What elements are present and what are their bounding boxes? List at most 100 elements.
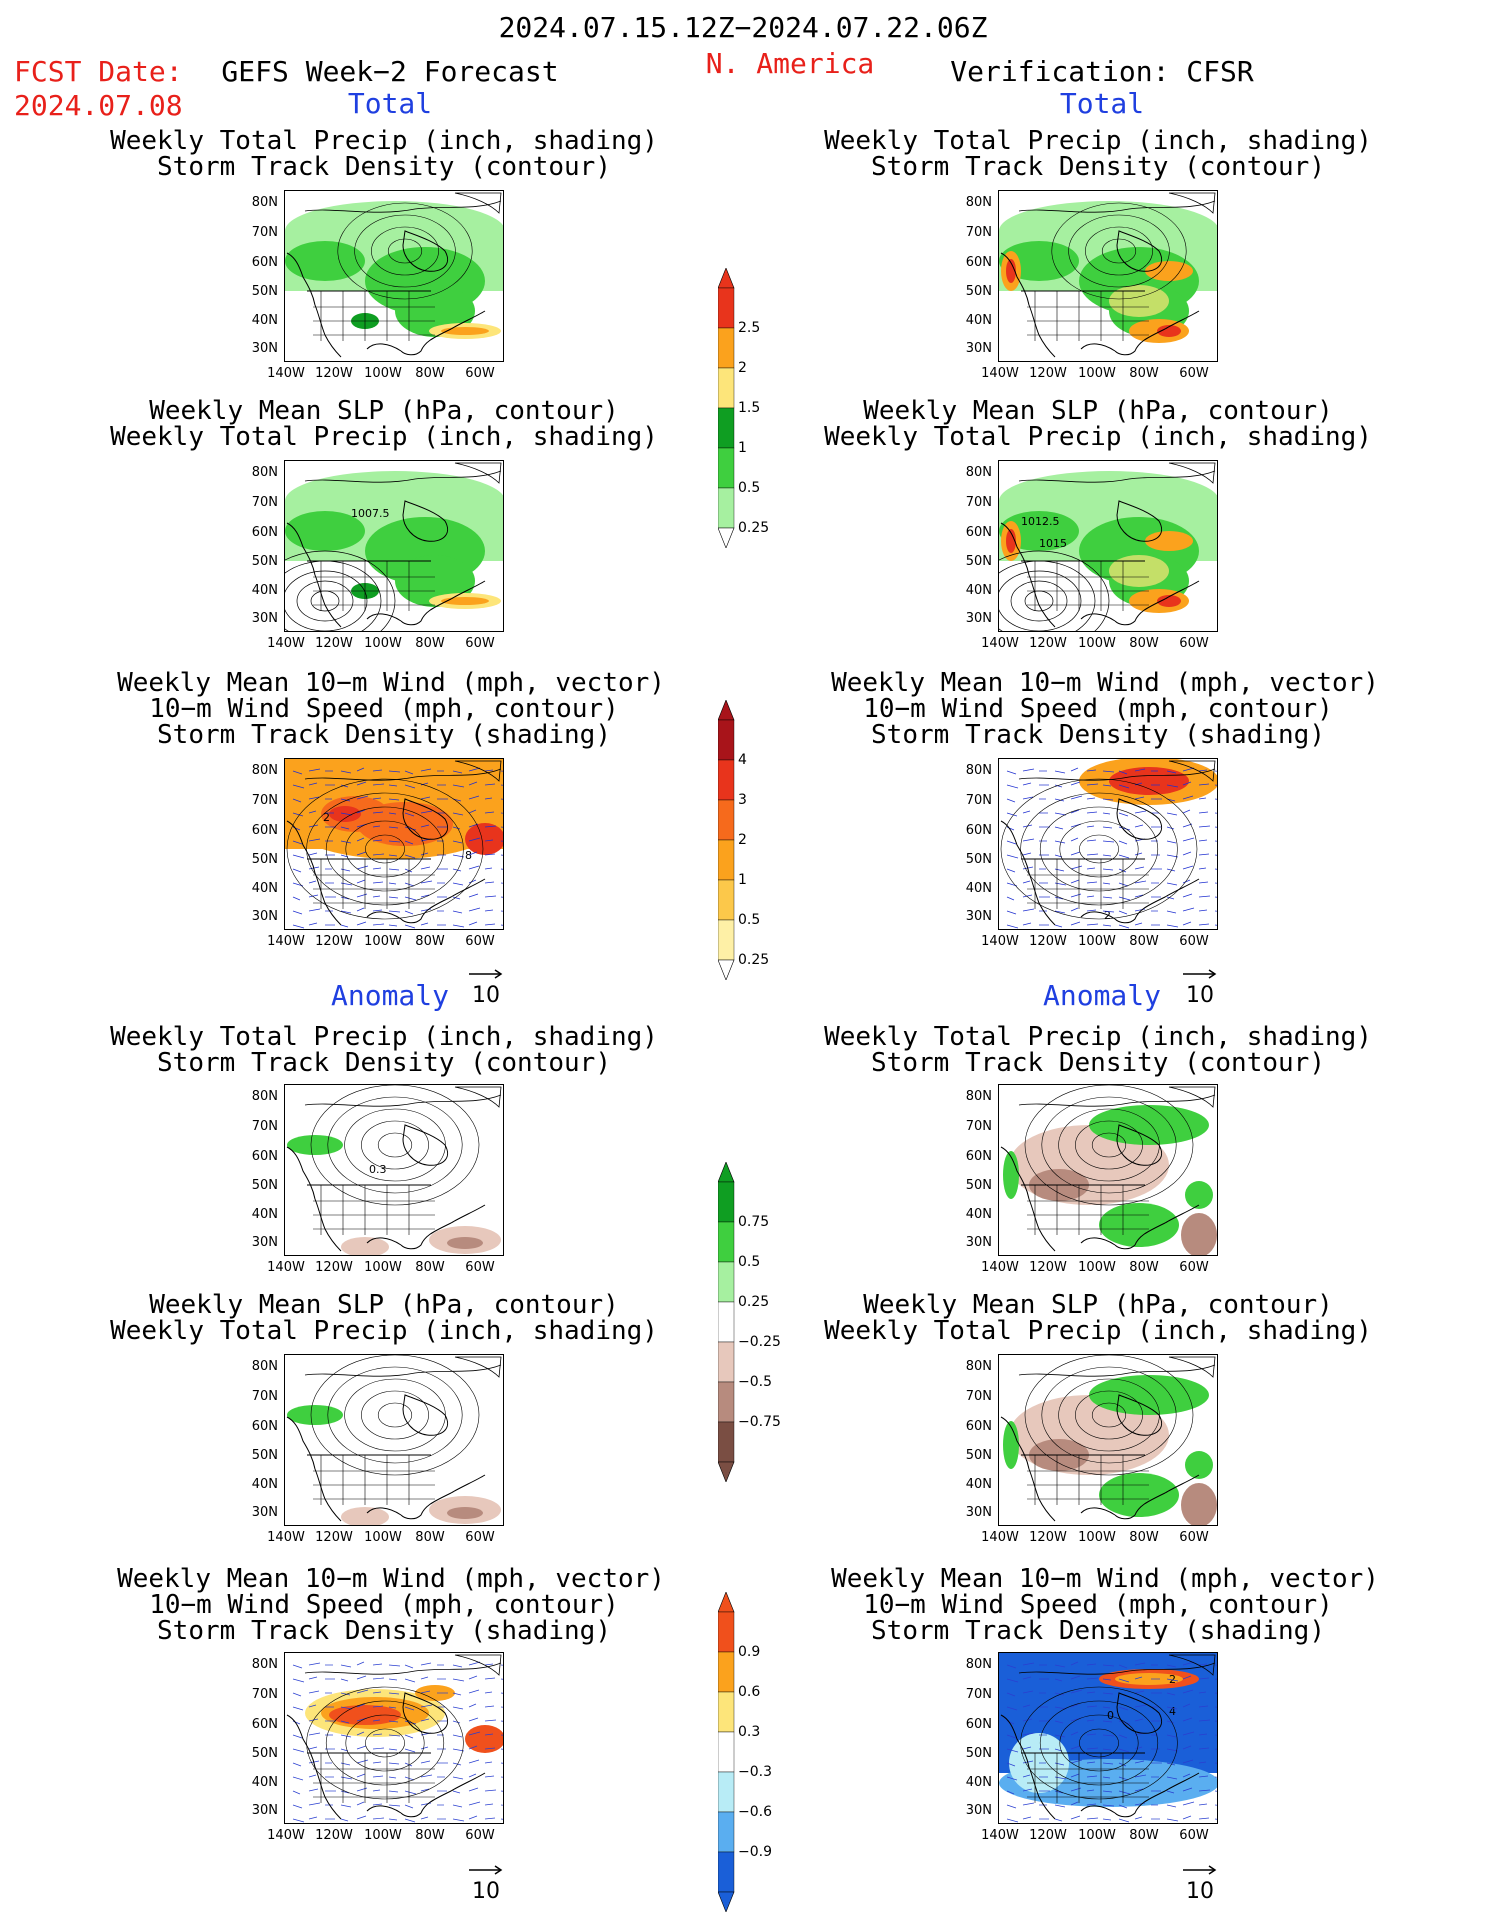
latitude-label: 70N	[251, 793, 278, 808]
colorbar-swatches	[717, 267, 735, 549]
colorbar-storm_total: 4 3 2 1 0.5 0.25	[717, 699, 769, 984]
map-panel-o-wind: 2	[998, 758, 1218, 930]
latitude-label: 60N	[251, 525, 278, 540]
longitude-label: 80W	[415, 366, 445, 381]
longitude-label: 140W	[267, 1828, 305, 1843]
panel-title: Storm Track Density (contour)	[157, 1048, 611, 1078]
map-canvas: 2	[1000, 759, 1217, 929]
latitude-label: 30N	[251, 1505, 278, 1520]
longitude-label: 140W	[981, 1530, 1019, 1545]
latitude-label: 70N	[965, 495, 992, 510]
longitude-label: 60W	[465, 1260, 495, 1275]
longitude-label: 100W	[1078, 934, 1116, 949]
panel-title: 10−m Wind Speed (mph, contour)	[149, 694, 619, 724]
latitude-label: 50N	[965, 852, 992, 867]
contour-label: 2	[1104, 909, 1111, 922]
panel-title: Weekly Total Precip (inch, shading)	[110, 422, 658, 452]
contour-label: 1015	[1039, 537, 1067, 550]
latitude-label: 70N	[965, 1389, 992, 1404]
longitude-label: 100W	[1078, 1828, 1116, 1843]
colorbar-tick-label: 0.5	[738, 480, 761, 496]
latitude-label: 30N	[965, 611, 992, 626]
latitude-label: 80N	[965, 1359, 992, 1374]
forecast-column-title: GEFS Week−2 Forecast	[221, 55, 559, 88]
longitude-label: 60W	[465, 636, 495, 651]
colorbar-tick-label: −0.75	[738, 1414, 781, 1430]
latitude-label: 50N	[251, 554, 278, 569]
latitude-label: 70N	[965, 1687, 992, 1702]
vector-reference: 10	[468, 964, 504, 1008]
longitude-label: 120W	[315, 636, 353, 651]
contour-label: 1012.5	[1021, 515, 1060, 528]
verification-column-title: Verification: CFSR	[950, 55, 1254, 88]
panel-title: Storm Track Density (contour)	[157, 152, 611, 182]
panel-title: 10−m Wind Speed (mph, contour)	[149, 1590, 619, 1620]
latitude-label: 60N	[965, 525, 992, 540]
latitude-label: 40N	[251, 881, 278, 896]
valid-range-title: 2024.07.15.12Z−2024.07.22.06Z	[498, 11, 988, 44]
colorbar-tick-label: 3	[738, 792, 747, 808]
longitude-label: 80W	[415, 1530, 445, 1545]
contour-label: 8	[465, 849, 472, 862]
map-canvas	[1000, 1085, 1217, 1255]
latitude-label: 40N	[965, 881, 992, 896]
colorbar-swatches	[717, 699, 735, 981]
contour-label: 2	[1169, 1673, 1176, 1686]
colorbar-tick-label: 0.5	[738, 1254, 761, 1270]
colorbar-tick-label: 0.75	[738, 1214, 770, 1230]
map-canvas	[999, 192, 1217, 358]
arrow-right-icon	[469, 1865, 503, 1875]
longitude-label: 100W	[1078, 1530, 1116, 1545]
colorbar-tick-label: 0.25	[738, 952, 770, 968]
longitude-label: 100W	[364, 934, 402, 949]
latitude-label: 80N	[251, 1359, 278, 1374]
colorbar-tick-label: 0.9	[738, 1644, 761, 1660]
longitude-label: 100W	[364, 1828, 402, 1843]
contour-label: 0.3	[369, 1163, 387, 1176]
latitude-label: 70N	[251, 1687, 278, 1702]
latitude-label: 80N	[965, 465, 992, 480]
map-canvas	[285, 192, 503, 358]
colorbar-tick-label: 4	[738, 752, 747, 768]
longitude-label: 140W	[267, 934, 305, 949]
longitude-label: 140W	[267, 636, 305, 651]
colorbar-tick-label: 0.25	[738, 520, 770, 536]
longitude-label: 100W	[364, 1260, 402, 1275]
longitude-label: 60W	[1179, 636, 1209, 651]
colorbar-tick-label: 0.6	[738, 1684, 761, 1700]
latitude-label: 80N	[965, 195, 992, 210]
contour-label: 4	[1169, 1705, 1176, 1718]
colorbar-storm_anom: 0.9 0.6 0.3 −0.3 −0.6 −0.9	[717, 1591, 772, 1916]
fcst-date-value: 2024.07.08	[14, 89, 183, 122]
latitude-label: 60N	[251, 823, 278, 838]
latitude-label: 60N	[965, 1717, 992, 1732]
map-canvas	[1000, 1355, 1217, 1525]
map-panel-o-aslp	[998, 1354, 1218, 1526]
latitude-label: 80N	[965, 1089, 992, 1104]
contour-label: 2	[323, 811, 330, 824]
longitude-label: 100W	[1078, 366, 1116, 381]
panel-title: Weekly Mean 10−m Wind (mph, vector)	[117, 668, 665, 698]
latitude-label: 40N	[965, 1775, 992, 1790]
vector-reference-value: 10	[472, 1879, 500, 1904]
longitude-label: 60W	[1179, 934, 1209, 949]
longitude-label: 120W	[1029, 934, 1067, 949]
longitude-label: 60W	[465, 934, 495, 949]
map-canvas: 28	[285, 759, 503, 929]
latitude-label: 80N	[965, 763, 992, 778]
latitude-label: 70N	[251, 495, 278, 510]
colorbar-swatches	[717, 1161, 735, 1483]
latitude-label: 40N	[251, 1477, 278, 1492]
map-panel-o-aprecip	[998, 1084, 1218, 1256]
latitude-label: 60N	[251, 1149, 278, 1164]
vector-reference: 10	[1182, 1860, 1218, 1904]
longitude-label: 100W	[1078, 1260, 1116, 1275]
longitude-label: 120W	[1029, 1260, 1067, 1275]
latitude-label: 50N	[965, 284, 992, 299]
longitude-label: 60W	[465, 1828, 495, 1843]
colorbar-tick-label: 1	[738, 440, 747, 456]
map-panel-f-aprecip: 0.3	[284, 1084, 504, 1256]
latitude-label: 50N	[965, 554, 992, 569]
map-canvas: 1012.5 1015	[999, 462, 1217, 631]
latitude-label: 30N	[965, 1803, 992, 1818]
